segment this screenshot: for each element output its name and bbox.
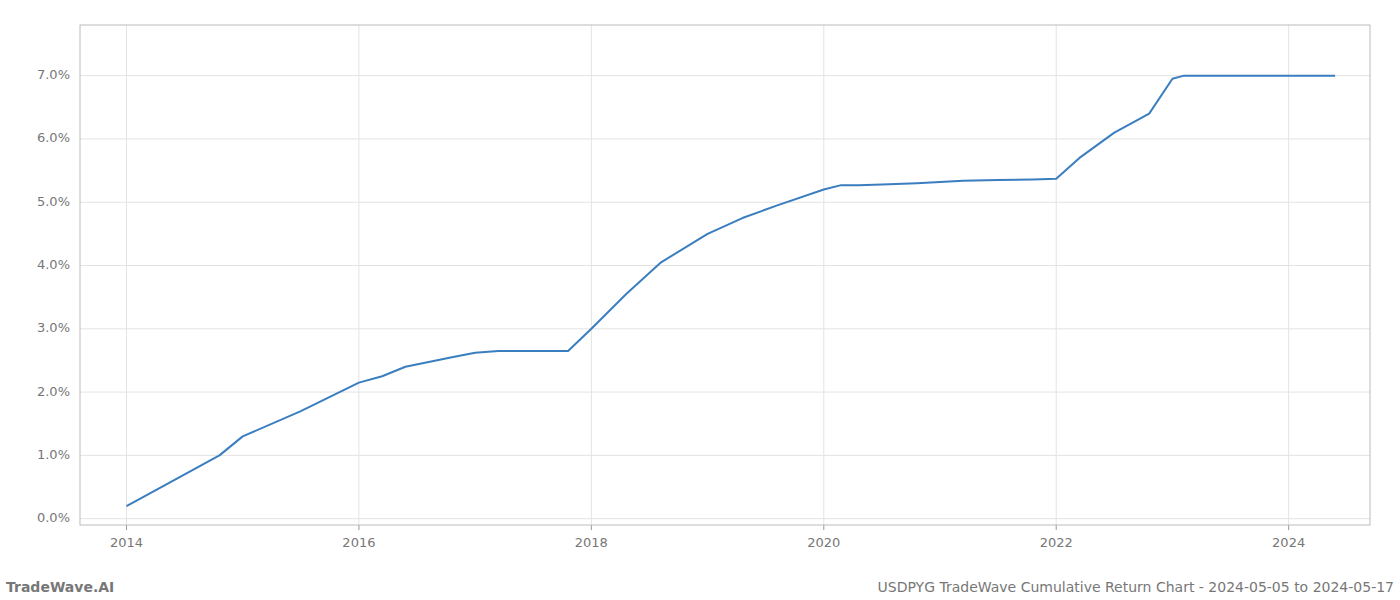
- footer-right: USDPYG TradeWave Cumulative Return Chart…: [878, 579, 1394, 595]
- y-tick-label: 6.0%: [37, 130, 70, 145]
- y-tick-label: 3.0%: [37, 320, 70, 335]
- y-grid-line: [80, 265, 1370, 266]
- x-tick-mark: [1056, 525, 1057, 530]
- x-tick-mark: [126, 525, 127, 530]
- y-grid-line: [80, 455, 1370, 456]
- axes: 0.0% 1.0% 2.0% 3.0% 4.0% 5.0% 6.0% 7.0% 2014 2016…: [37, 25, 1370, 550]
- y-tick-label: 2.0%: [37, 384, 70, 399]
- grid: [80, 25, 1370, 525]
- x-grid-line: [823, 25, 824, 525]
- x-grid-line: [1056, 25, 1057, 525]
- x-tick-mark: [823, 525, 824, 530]
- x-tick-label: 2022: [1040, 535, 1073, 550]
- chart: 0.0% 1.0% 2.0% 3.0% 4.0% 5.0% 6.0% 7.0% 2014 2016…: [0, 0, 1400, 600]
- y-grid-line: [80, 75, 1370, 76]
- line: [126, 76, 1335, 506]
- x-tick-mark: [358, 525, 359, 530]
- x-tick-label: 2016: [342, 535, 375, 550]
- y-tick-label: 0.0%: [37, 510, 70, 525]
- y-grid-line: [80, 202, 1370, 203]
- y-tick-label: 5.0%: [37, 194, 70, 209]
- x-tick-mark: [591, 525, 592, 530]
- plot-frame: [80, 25, 1370, 525]
- y-grid-line: [80, 392, 1370, 393]
- footer-left: TradeWave.AI: [6, 579, 114, 595]
- x-grid-line: [591, 25, 592, 525]
- x-tick-mark: [1288, 525, 1289, 530]
- y-tick-label: 4.0%: [37, 257, 70, 272]
- data-layer: [126, 76, 1335, 506]
- x-tick-label: 2014: [110, 535, 143, 550]
- y-tick-label: 1.0%: [37, 447, 70, 462]
- y-grid-line: [80, 138, 1370, 139]
- y-grid-line: [80, 518, 1370, 519]
- y-tick-label: 7.0%: [37, 67, 70, 82]
- x-tick-label: 2024: [1272, 535, 1305, 550]
- x-tick-label: 2020: [807, 535, 840, 550]
- x-grid-line: [126, 25, 127, 525]
- x-grid-line: [1288, 25, 1289, 525]
- x-grid-line: [358, 25, 359, 525]
- y-grid-line: [80, 328, 1370, 329]
- x-tick-label: 2018: [575, 535, 608, 550]
